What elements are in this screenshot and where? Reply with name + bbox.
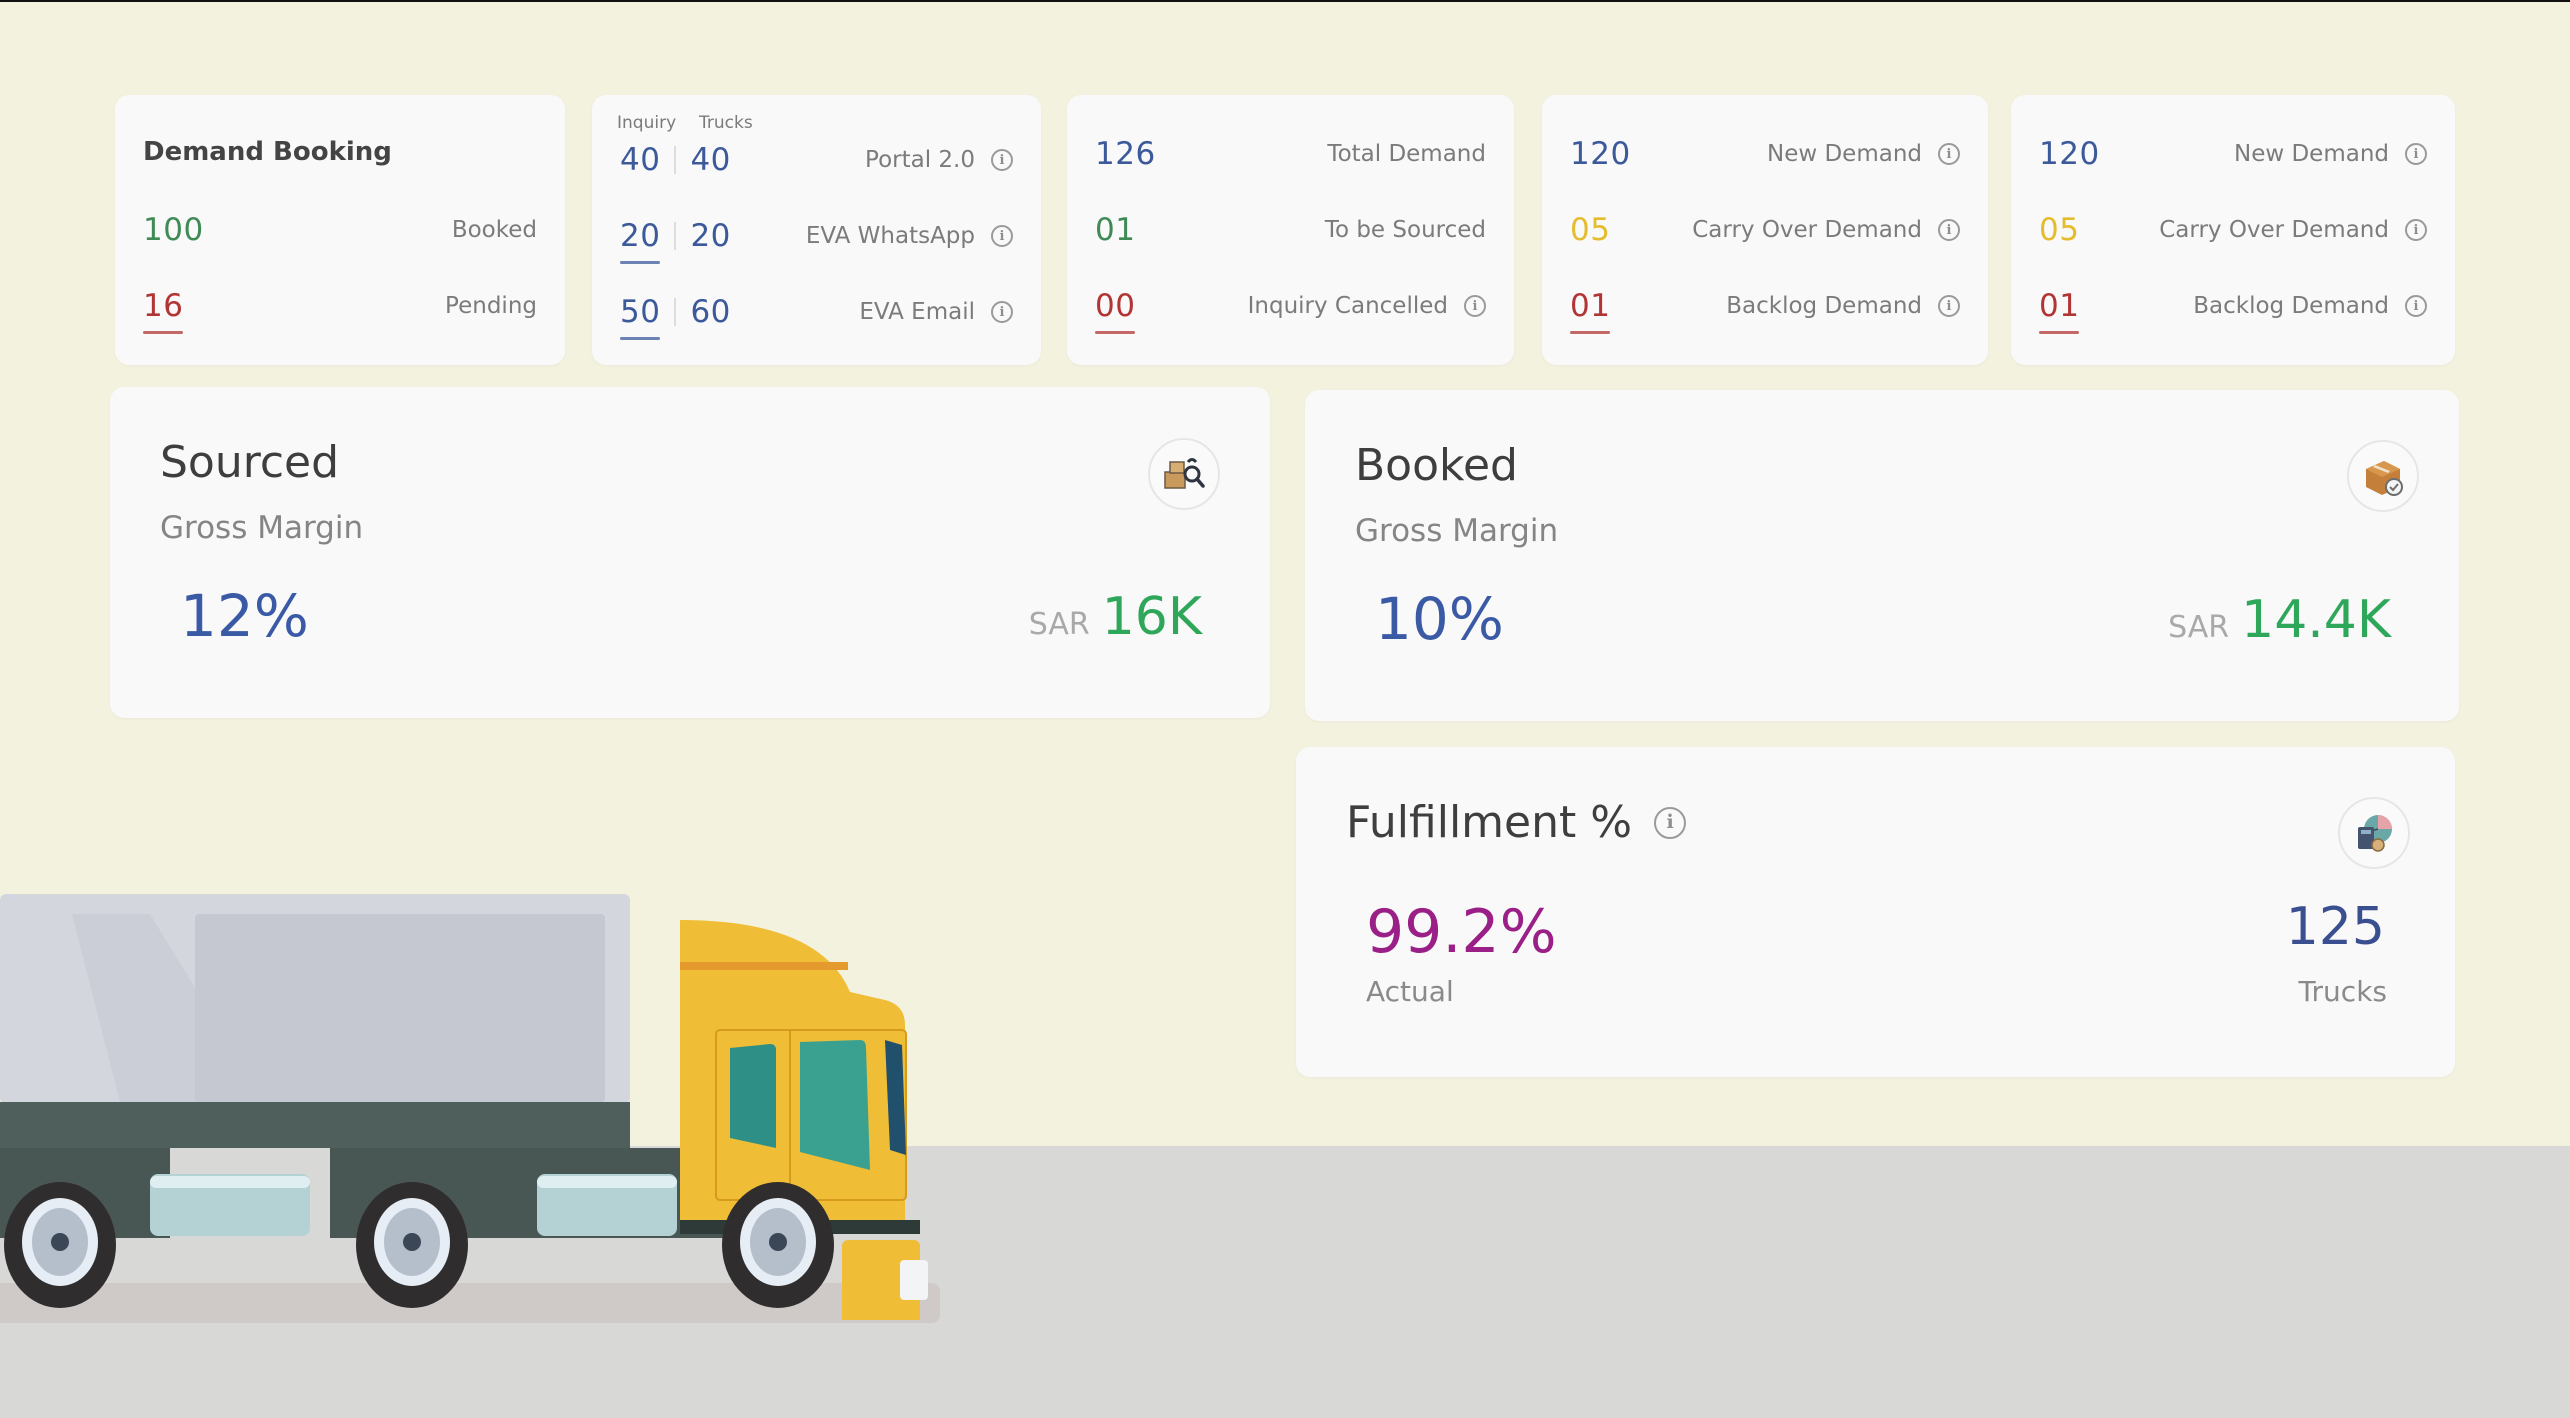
whatsapp-inquiry-value[interactable]: 20 (620, 218, 661, 264)
booked-card[interactable]: Booked Gross Margin 10% SAR 14.4K (1305, 390, 2459, 721)
inquiry-cancelled-row[interactable]: 00 Inquiry Cancelled i (1095, 281, 1486, 334)
boxes-search-icon[interactable] (1148, 438, 1220, 510)
booked-gross-margin-percent: 10% (1375, 585, 1504, 653)
carry-over-demand-row[interactable]: 05 Carry Over Demand i (1570, 205, 1960, 255)
booked-label: Booked (451, 217, 537, 243)
portal-label: Portal 2.0 (865, 147, 975, 173)
sourced-amount-value: 16K (1101, 587, 1202, 647)
sourced-subtitle: Gross Margin (160, 510, 364, 546)
carry-over-demand-row[interactable]: 05 Carry Over Demand i (2039, 205, 2427, 255)
info-icon[interactable]: i (991, 225, 1013, 247)
backlog-demand-label: Backlog Demand (2193, 293, 2389, 319)
new-demand-row[interactable]: 120 New Demand i (2039, 129, 2427, 179)
fulfillment-trucks-value: 125 (2285, 897, 2385, 957)
demand-booking-card[interactable]: Demand Booking 100 Booked 16 Pending (115, 95, 565, 365)
backlog-demand-value[interactable]: 01 (2039, 288, 2080, 334)
fulfillment-card[interactable]: Fulfillment % i 99.2% Actual 125 Trucks (1296, 747, 2455, 1077)
carry-over-demand-label: Carry Over Demand (1692, 217, 1922, 243)
booked-value: 100 (143, 212, 204, 248)
booked-row[interactable]: 100 Booked (143, 205, 537, 255)
info-icon[interactable]: i (1938, 219, 1960, 241)
info-icon[interactable]: i (1938, 143, 1960, 165)
portal-inquiry-value: 40 (620, 142, 661, 178)
new-demand-label: New Demand (1766, 141, 1922, 167)
inquiry-channels-card[interactable]: Inquiry Trucks 40 40 Portal 2.0 i 20 20 … (592, 95, 1041, 365)
email-inquiry-value[interactable]: 50 (620, 294, 661, 340)
email-trucks-value: 60 (690, 294, 731, 330)
new-demand-value: 120 (2039, 136, 2100, 172)
carry-over-demand-value: 05 (1570, 212, 1611, 248)
booked-title: Booked (1355, 440, 1518, 491)
trucks-column-header: Trucks (699, 113, 753, 133)
whatsapp-trucks-value: 20 (690, 218, 731, 254)
new-demand-value: 120 (1570, 136, 1631, 172)
info-icon[interactable]: i (1654, 806, 1687, 839)
divider (674, 146, 677, 174)
total-demand-row[interactable]: 126 Total Demand (1095, 129, 1486, 179)
truck-illustration (0, 894, 928, 1320)
new-demand-row[interactable]: 120 New Demand i (1570, 129, 1960, 179)
fulfillment-trucks-label: Trucks (2298, 975, 2387, 1008)
sourced-amount: SAR 16K (1029, 587, 1202, 647)
demand-booking-title: Demand Booking (143, 137, 392, 167)
fulfillment-actual-value: 99.2% (1366, 897, 1557, 967)
to-be-sourced-row[interactable]: 01 To be Sourced (1095, 205, 1486, 255)
wheel (722, 1182, 834, 1308)
booked-amount: SAR 14.4K (2168, 590, 2391, 650)
info-icon[interactable]: i (2405, 295, 2427, 317)
new-demand-label: New Demand (2233, 141, 2389, 167)
backlog-demand-row[interactable]: 01 Backlog Demand i (2039, 281, 2427, 334)
info-icon[interactable]: i (1938, 295, 1960, 317)
box-check-icon[interactable] (2347, 440, 2419, 512)
demand-breakdown-card-1[interactable]: 120 New Demand i 05 Carry Over Demand i … (1542, 95, 1988, 365)
info-icon[interactable]: i (2405, 143, 2427, 165)
sourced-title: Sourced (160, 437, 340, 488)
backlog-demand-value[interactable]: 01 (1570, 288, 1611, 334)
backlog-demand-row[interactable]: 01 Backlog Demand i (1570, 281, 1960, 334)
backlog-demand-label: Backlog Demand (1726, 293, 1922, 319)
total-demand-label: Total Demand (1327, 141, 1486, 167)
channel-row-email[interactable]: 50 60 EVA Email i (620, 287, 1013, 340)
channel-row-whatsapp[interactable]: 20 20 EVA WhatsApp i (620, 211, 1013, 264)
currency-label: SAR (1028, 607, 1090, 642)
currency-label: SAR (2168, 610, 2230, 645)
pie-chart-calculator-icon[interactable] (2338, 797, 2410, 869)
wheel (356, 1182, 468, 1308)
total-demand-value: 126 (1095, 136, 1156, 172)
fulfillment-title: Fulfillment % i (1346, 797, 1687, 848)
sourced-gross-margin-percent: 12% (180, 582, 309, 650)
pending-label: Pending (445, 293, 537, 319)
info-icon[interactable]: i (2405, 219, 2427, 241)
inquiry-cancelled-label: Inquiry Cancelled (1247, 293, 1448, 319)
portal-trucks-value: 40 (690, 142, 731, 178)
pending-row[interactable]: 16 Pending (143, 281, 537, 334)
sourced-card[interactable]: Sourced Gross Margin 12% SAR 16K (110, 387, 1270, 718)
email-label: EVA Email (859, 299, 975, 325)
demand-breakdown-card-2[interactable]: 120 New Demand i 05 Carry Over Demand i … (2011, 95, 2455, 365)
info-icon[interactable]: i (991, 149, 1013, 171)
to-be-sourced-label: To be Sourced (1324, 217, 1486, 243)
top-border (0, 0, 2570, 2)
inquiry-column-header: Inquiry (617, 113, 677, 133)
fulfillment-title-text: Fulfillment % (1346, 797, 1633, 848)
carry-over-demand-value: 05 (2039, 212, 2080, 248)
inquiry-cancelled-value[interactable]: 00 (1095, 288, 1136, 334)
demand-summary-card[interactable]: 126 Total Demand 01 To be Sourced 00 Inq… (1067, 95, 1514, 365)
pending-value[interactable]: 16 (143, 288, 184, 334)
channel-row-portal[interactable]: 40 40 Portal 2.0 i (620, 135, 1013, 185)
info-icon[interactable]: i (1464, 295, 1486, 317)
fulfillment-actual-label: Actual (1366, 975, 1454, 1008)
booked-subtitle: Gross Margin (1355, 513, 1559, 549)
booked-amount-value: 14.4K (2241, 590, 2391, 650)
divider (674, 298, 677, 326)
wheel (4, 1182, 116, 1308)
whatsapp-label: EVA WhatsApp (805, 223, 975, 249)
to-be-sourced-value: 01 (1095, 212, 1136, 248)
carry-over-demand-label: Carry Over Demand (2159, 217, 2389, 243)
divider (674, 222, 677, 250)
info-icon[interactable]: i (991, 301, 1013, 323)
